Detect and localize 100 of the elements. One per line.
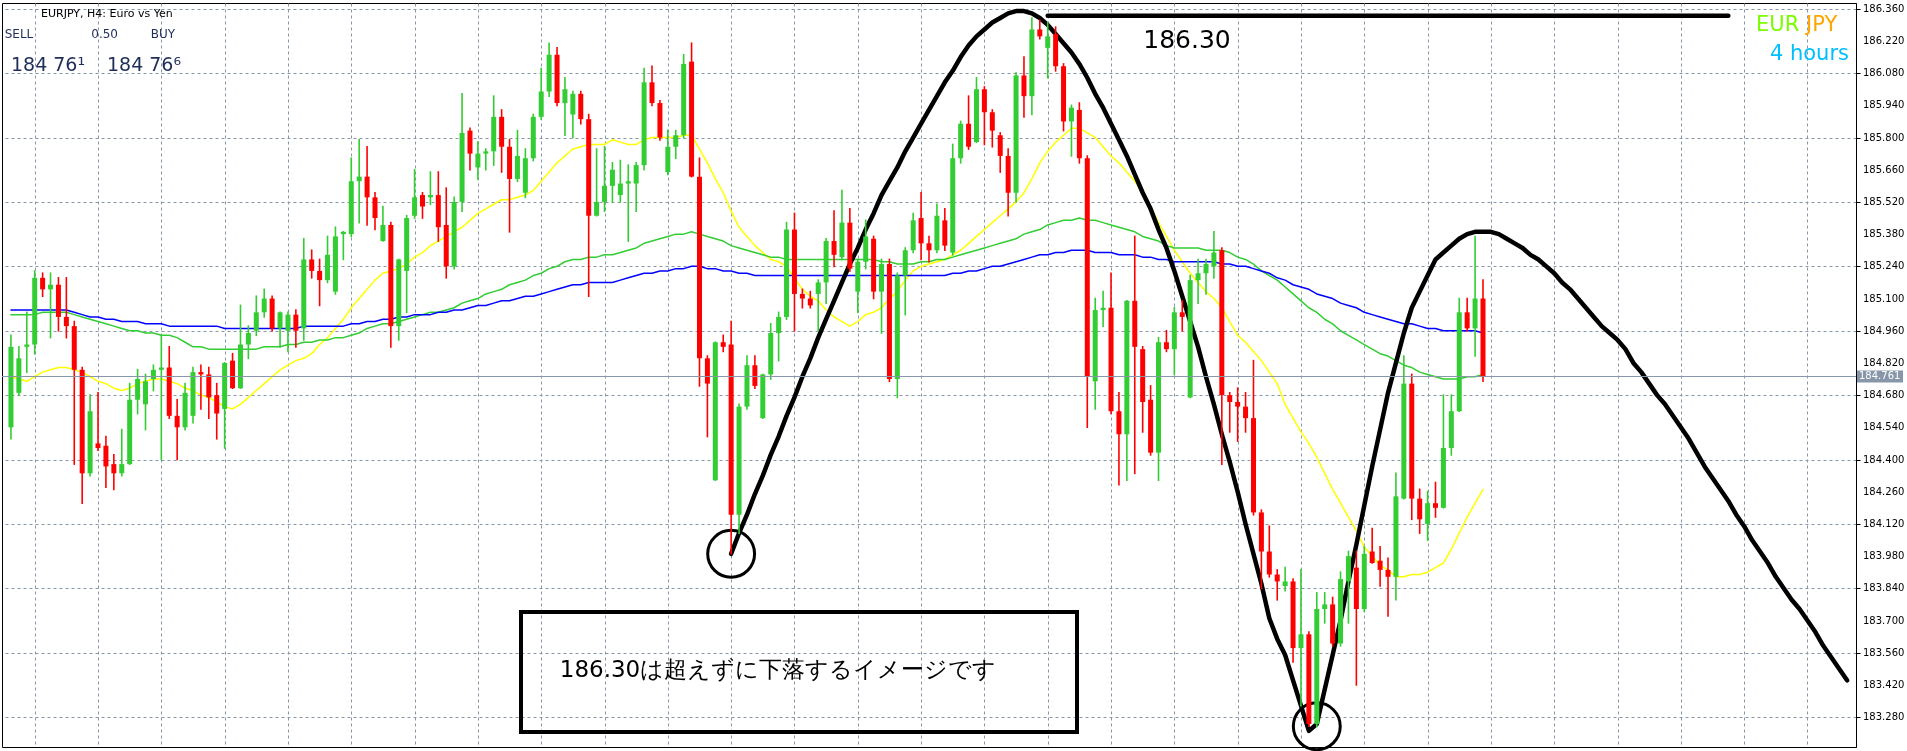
annotation: 186.30は超えずに下落するイメージです [559, 656, 997, 682]
y-tick-label: 186.220 [1863, 34, 1905, 46]
candlestick [981, 86, 987, 146]
candlestick [253, 295, 259, 337]
candlestick [1369, 527, 1375, 564]
candlestick [594, 148, 600, 217]
candlestick [372, 191, 378, 231]
candlestick [799, 288, 805, 309]
y-tick-label: 186.360 [1863, 2, 1905, 14]
candlestick [720, 334, 726, 353]
candlestick [997, 132, 1003, 173]
candlestick [206, 366, 212, 419]
candlestick [1298, 569, 1304, 707]
candlestick [40, 272, 46, 298]
y-tick-label: 185.940 [1863, 99, 1905, 111]
candlestick [293, 309, 299, 348]
candlestick [427, 171, 433, 206]
candlestick [198, 364, 204, 410]
candlestick [277, 311, 283, 348]
candlestick [1045, 21, 1051, 79]
candlestick [1433, 481, 1439, 518]
candlestick [309, 249, 315, 279]
candlestick [752, 355, 758, 390]
candlestick [1227, 392, 1233, 433]
annotation: 184 76¹ [10, 53, 86, 75]
candlestick [1068, 104, 1074, 157]
candlestick [483, 148, 489, 171]
candlestick [285, 311, 291, 353]
candlestick [1037, 19, 1043, 40]
candlestick [609, 162, 615, 203]
y-tick-label: 184.400 [1863, 453, 1905, 465]
candlestick [602, 145, 608, 212]
candlestick [467, 127, 473, 171]
y-tick-label: 185.800 [1863, 131, 1905, 143]
candlestick [261, 288, 267, 318]
candlestick [364, 145, 370, 226]
candlestick [617, 159, 623, 203]
candlestick [412, 168, 418, 219]
annotation: 186.30 [1143, 25, 1231, 54]
candlestick [119, 428, 125, 477]
y-tick-label: 185.380 [1863, 228, 1905, 240]
candlestick [514, 129, 520, 183]
candlestick [63, 277, 69, 339]
candlestick [633, 162, 639, 212]
candlestick [1021, 56, 1027, 118]
candlestick [1266, 525, 1272, 578]
candlestick [1243, 392, 1249, 433]
y-tick-label: 185.660 [1863, 163, 1905, 175]
y-tick-label: 183.700 [1863, 614, 1905, 626]
candlestick [815, 279, 821, 332]
annotation: 0.50 [91, 27, 118, 41]
candlestick [419, 191, 425, 219]
candlestick [95, 392, 101, 452]
y-tick-label: 184.540 [1863, 421, 1905, 433]
candlestick [776, 311, 782, 362]
candlestick [103, 435, 109, 488]
y-tick-label: 184.120 [1863, 517, 1905, 529]
candlestick [1235, 387, 1241, 442]
line-series [10, 127, 1484, 578]
candlestick [475, 141, 481, 180]
annotation: 4 hours [1769, 41, 1849, 65]
candlestick [1116, 392, 1122, 486]
candlestick [380, 205, 386, 242]
y-tick-label: 184.820 [1863, 356, 1905, 368]
y-tick-label: 184.960 [1863, 324, 1905, 336]
candlestick [831, 210, 837, 268]
y-tick-label: 183.280 [1863, 711, 1905, 723]
candlestick [143, 373, 148, 431]
y-tick-label: 185.520 [1863, 195, 1905, 207]
annotation: BUY [150, 27, 176, 41]
candlestick [570, 90, 576, 139]
y-tick-label: 183.980 [1863, 550, 1905, 562]
candlestick [1203, 258, 1209, 295]
candlestick [966, 95, 972, 150]
candlestick [649, 65, 655, 107]
candlestick [111, 454, 117, 491]
candlestick [1385, 557, 1391, 617]
y-tick-label: 185.100 [1863, 292, 1905, 304]
candlestick [1100, 290, 1106, 327]
y-tick-label: 183.420 [1863, 678, 1905, 690]
candlestick [1417, 488, 1423, 534]
candlestick [1179, 300, 1185, 332]
candlestick [926, 235, 932, 263]
candlestick [1377, 546, 1383, 587]
candlestick [174, 398, 180, 461]
y-tick-label: 184.680 [1863, 389, 1905, 401]
y-tick-label: 183.840 [1863, 582, 1905, 594]
y-tick-label: 183.560 [1863, 646, 1905, 658]
candlestick [989, 109, 995, 148]
candlestick [1464, 297, 1470, 332]
candlestick [214, 382, 220, 440]
candlestick [245, 325, 251, 360]
candlestick [1282, 566, 1288, 592]
annotation: JPY [1804, 12, 1838, 36]
annotation: EUR [1756, 12, 1800, 36]
candlestick [1163, 329, 1169, 353]
candlestick [673, 129, 679, 160]
annotation: 184 76⁶ [106, 53, 182, 75]
candlestick [1211, 231, 1217, 279]
y-tick-label: 186.080 [1863, 67, 1905, 79]
